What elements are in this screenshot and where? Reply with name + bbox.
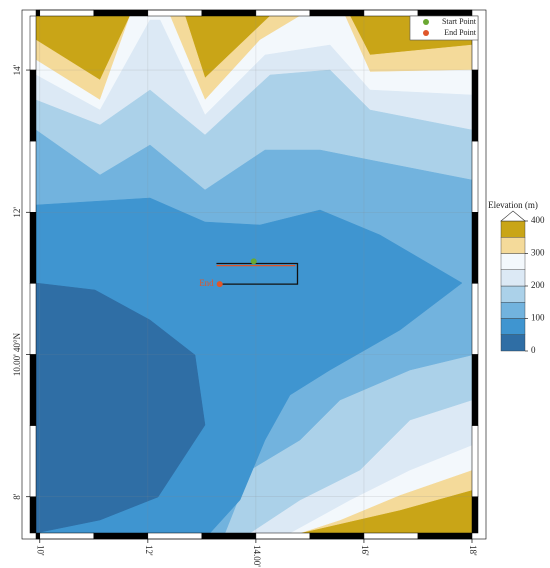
frame-check	[93, 9, 149, 17]
contour-region	[35, 282, 206, 534]
frame-check	[255, 9, 311, 17]
x-tick-label: 18'	[468, 545, 478, 556]
colorbar-band	[500, 334, 526, 352]
track	[216, 262, 299, 285]
legend-label: End Point	[444, 28, 477, 37]
frame-check	[309, 532, 365, 540]
colorbar-band	[500, 253, 526, 270]
frame-check	[29, 212, 37, 284]
frame-check	[29, 283, 37, 355]
x-tick-label: 12'	[144, 545, 154, 556]
frame-check	[29, 496, 37, 534]
frame-check	[363, 9, 419, 17]
y-tick-label: 12'	[12, 207, 22, 218]
y-tick-label: 8'	[12, 493, 22, 500]
y-tick-label: 10.00' 40°N	[12, 332, 22, 376]
frame-check	[29, 354, 37, 426]
point	[250, 258, 257, 265]
frame-check	[255, 532, 311, 540]
frame-check	[29, 15, 37, 71]
colorbar-band	[500, 237, 526, 254]
frame	[21, 9, 487, 540]
colorbar-band	[500, 285, 526, 303]
colorbar-extend	[500, 210, 526, 222]
frame-check	[39, 9, 95, 17]
frame-check	[417, 532, 473, 540]
colorbar-band	[500, 302, 526, 319]
legend: Start Point End Point	[409, 15, 479, 41]
y-tick-label: 14'	[12, 64, 22, 75]
x-tick-label: 16'	[360, 545, 370, 556]
frame-check	[29, 69, 37, 142]
frame-check	[309, 9, 365, 17]
frame-check	[39, 532, 95, 540]
frame-check	[363, 532, 419, 540]
colorbar-tick-label: 400	[531, 215, 545, 225]
frame-check	[471, 496, 479, 534]
colorbar-label: Elevation (m)	[488, 200, 538, 210]
point-label: End	[199, 278, 214, 288]
colorbar-tick-label: 100	[531, 313, 545, 323]
legend-marker	[423, 30, 429, 36]
colorbar-tick-label: 0	[531, 345, 536, 355]
colorbar-band	[500, 220, 526, 238]
frame-check	[471, 69, 479, 142]
frame-check	[471, 140, 479, 213]
frame-check	[471, 283, 479, 355]
frame-check	[29, 425, 37, 497]
frame-check	[471, 425, 479, 497]
frame-check	[35, 9, 41, 17]
frame-check	[201, 9, 257, 17]
frame-check	[29, 140, 37, 213]
point	[216, 281, 223, 288]
colorbar-tick-label: 300	[531, 248, 545, 258]
legend-marker	[423, 19, 429, 25]
frame-check	[147, 9, 203, 17]
frame-check	[417, 9, 473, 17]
colorbar-band	[500, 318, 526, 335]
frame-check	[201, 532, 257, 540]
frame-check	[471, 212, 479, 284]
frame-check	[147, 532, 203, 540]
legend-label: Start Point	[442, 17, 477, 26]
frame-check	[35, 532, 41, 540]
colorbar-band	[500, 269, 526, 287]
colorbar-tick-label: 200	[531, 280, 545, 290]
frame-check	[93, 532, 149, 540]
x-tick-label: 10'	[36, 545, 46, 556]
frame-check	[471, 354, 479, 426]
x-tick-label: 14.00' 117°E	[252, 545, 262, 568]
legend-box	[409, 15, 479, 41]
